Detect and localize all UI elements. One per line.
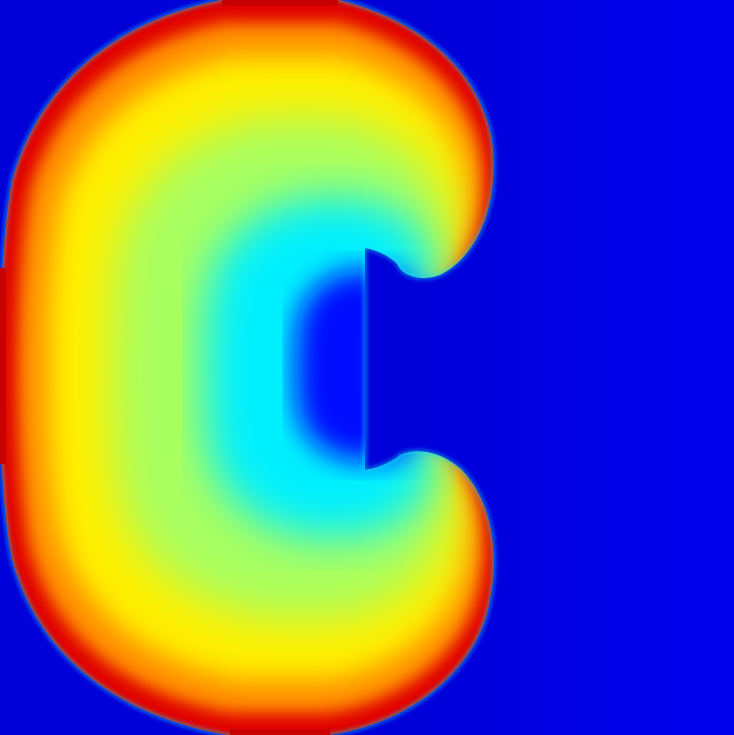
top-edge-red-patch [222,0,338,6]
region-outline [0,0,496,735]
bottom-edge-red-patch [230,729,330,735]
left-edge-red-patch [0,268,6,464]
